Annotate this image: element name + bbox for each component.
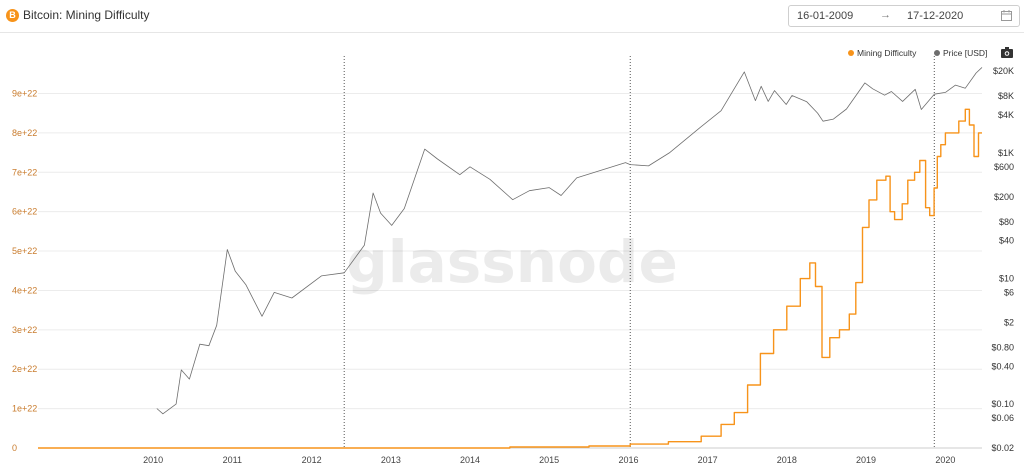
legend-label-difficulty: Mining Difficulty (857, 48, 917, 58)
x-tick-label: 2014 (460, 455, 480, 465)
date-start-field[interactable]: 16-01-2009 (797, 10, 854, 22)
y-right-tick-label: $4K (998, 110, 1014, 120)
camera-icon[interactable] (1001, 47, 1013, 58)
y-right-tick-label: $20K (993, 66, 1014, 76)
y-right-tick-label: $40 (999, 236, 1014, 246)
legend-dot-price (934, 50, 940, 56)
y-right-tick-label: $6 (1004, 287, 1014, 297)
series-line-mining-difficulty (38, 108, 982, 449)
x-tick-label: 2015 (539, 455, 559, 465)
y-right-tick-label: $0.80 (991, 342, 1014, 352)
x-tick-label: 2018 (777, 455, 797, 465)
legend-dot-difficulty (848, 50, 854, 56)
y-right-tick-label: $10 (999, 273, 1014, 283)
legend-item-mining-difficulty[interactable]: Mining Difficulty (848, 48, 916, 58)
y-left-tick-label: 2e+22 (12, 364, 37, 374)
y-right-tick-label: $0.02 (991, 443, 1014, 453)
y-right-tick-label: $600 (994, 162, 1014, 172)
date-range-picker[interactable]: 16-01-2009 → 17-12-2020 (788, 5, 1020, 27)
y-left-tick-label: 4e+22 (12, 285, 37, 295)
series-line-price (156, 67, 983, 415)
y-right-tick-label: $0.10 (991, 399, 1014, 409)
y-left-tick-label: 3e+22 (12, 325, 37, 335)
legend-label-price: Price [USD] (943, 48, 988, 58)
x-tick-label: 2013 (381, 455, 401, 465)
y-right-tick-label: $0.40 (991, 361, 1014, 371)
y-left-tick-label: 5e+22 (12, 246, 37, 256)
calendar-icon[interactable] (1001, 10, 1012, 21)
x-tick-label: 2016 (618, 455, 638, 465)
y-right-tick-label: $2 (1004, 317, 1014, 327)
chart-header: B Bitcoin: Mining Difficulty 16-01-2009 … (0, 0, 1024, 33)
y-left-tick-label: 7e+22 (12, 167, 37, 177)
x-tick-label: 2012 (302, 455, 322, 465)
x-tick-label: 2011 (223, 455, 242, 465)
chart-title: Bitcoin: Mining Difficulty (23, 8, 150, 22)
x-tick-label: 2019 (856, 455, 876, 465)
y-right-tick-label: $80 (999, 217, 1014, 227)
x-tick-label: 2010 (143, 455, 163, 465)
y-right-tick-label: $0.06 (991, 413, 1014, 423)
y-left-tick-label: 0 (12, 443, 17, 453)
y-left-tick-label: 6e+22 (12, 207, 37, 217)
legend-item-price[interactable]: Price [USD] (934, 48, 987, 58)
y-right-tick-label: $200 (994, 192, 1014, 202)
arrow-right-icon: → (880, 9, 891, 21)
y-left-tick-label: 9e+22 (12, 89, 37, 99)
bitcoin-icon: B (6, 9, 19, 22)
y-left-tick-label: 1e+22 (12, 404, 37, 414)
y-left-tick-label: 8e+22 (12, 128, 37, 138)
y-right-tick-label: $8K (998, 91, 1014, 101)
y-right-tick-label: $1K (998, 148, 1014, 158)
x-tick-label: 2020 (935, 455, 955, 465)
date-end-field[interactable]: 17-12-2020 (907, 10, 964, 22)
watermark: glassnode (346, 228, 678, 296)
x-tick-label: 2017 (698, 455, 718, 465)
